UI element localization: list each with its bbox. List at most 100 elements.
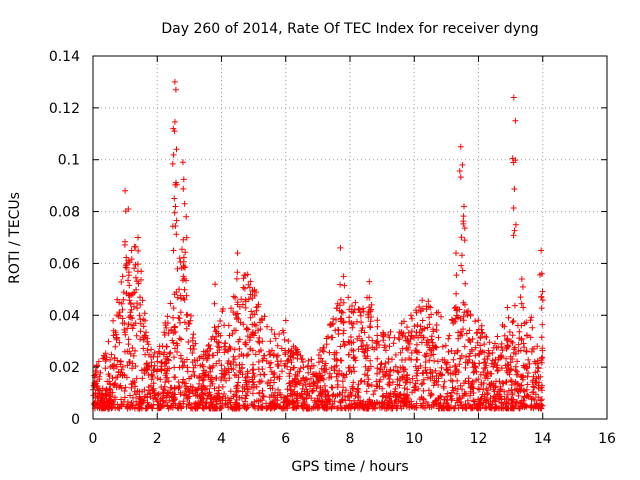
data-point	[428, 336, 435, 343]
data-point	[253, 397, 260, 404]
data-point	[144, 391, 151, 398]
data-point	[260, 355, 267, 362]
data-point	[399, 364, 406, 371]
data-point	[412, 386, 419, 393]
data-point	[499, 347, 506, 354]
data-point	[538, 396, 545, 403]
data-point	[129, 345, 136, 351]
data-point	[294, 390, 301, 397]
data-point	[459, 161, 466, 168]
data-point	[505, 362, 512, 369]
data-point	[395, 369, 402, 376]
data-point	[371, 404, 378, 411]
data-point	[153, 368, 160, 375]
data-point	[532, 369, 539, 376]
data-point	[300, 359, 306, 365]
data-point	[345, 294, 352, 301]
data-point	[112, 343, 119, 350]
data-point	[176, 384, 183, 391]
data-point	[357, 312, 364, 319]
y-tick-label: 0.08	[49, 205, 80, 221]
data-point	[212, 281, 219, 288]
data-point	[512, 363, 519, 370]
x-tick-label: 14	[534, 431, 552, 447]
data-point	[108, 351, 115, 358]
data-point	[418, 402, 425, 409]
data-point	[404, 386, 411, 393]
data-point	[121, 388, 128, 394]
data-point	[461, 380, 467, 387]
data-point	[382, 360, 389, 367]
data-point	[164, 313, 171, 320]
data-point	[226, 375, 233, 382]
data-point	[128, 291, 135, 298]
data-point	[173, 181, 180, 188]
data-point	[248, 400, 255, 407]
data-point	[481, 365, 488, 372]
data-point	[402, 379, 409, 386]
data-point	[476, 360, 483, 367]
data-point	[288, 359, 295, 366]
data-point	[221, 343, 228, 350]
data-point	[170, 151, 177, 158]
data-point	[501, 388, 508, 395]
data-point	[287, 386, 294, 393]
data-point	[413, 356, 420, 363]
data-point	[212, 403, 219, 410]
data-point	[154, 375, 161, 382]
data-point	[439, 404, 446, 411]
data-point	[510, 205, 517, 211]
data-point	[252, 405, 258, 412]
data-point	[485, 400, 492, 407]
data-point	[498, 353, 505, 360]
data-point	[462, 280, 469, 287]
data-point	[165, 389, 172, 396]
data-point	[511, 302, 518, 309]
data-point	[143, 360, 150, 367]
data-point	[517, 294, 524, 301]
data-point	[433, 372, 440, 379]
data-point	[374, 332, 381, 339]
data-point	[428, 390, 434, 397]
data-point	[267, 338, 274, 345]
data-point	[185, 394, 192, 401]
data-point	[512, 117, 519, 124]
data-point	[340, 299, 347, 306]
data-point	[305, 357, 312, 364]
data-point	[390, 340, 397, 347]
data-point	[394, 368, 401, 375]
data-point	[256, 390, 263, 397]
data-point	[470, 390, 477, 396]
data-point	[412, 347, 419, 354]
data-point	[139, 397, 146, 404]
data-point	[122, 238, 128, 245]
data-point	[315, 377, 322, 384]
data-point	[441, 378, 448, 385]
data-point	[139, 297, 146, 304]
data-point	[216, 347, 223, 353]
data-point	[274, 352, 281, 359]
data-point	[370, 391, 377, 398]
data-point	[409, 375, 416, 382]
data-point	[539, 288, 546, 295]
data-point	[391, 388, 398, 395]
data-point	[232, 294, 239, 301]
data-point	[490, 363, 497, 370]
data-point	[430, 328, 437, 335]
data-point	[371, 346, 378, 353]
data-point	[298, 356, 305, 363]
data-point	[253, 304, 260, 311]
data-point	[535, 365, 542, 372]
data-point	[366, 278, 373, 285]
data-point	[183, 277, 189, 284]
data-point	[238, 351, 245, 358]
data-point	[252, 330, 259, 336]
data-point	[352, 393, 359, 400]
data-point	[304, 376, 311, 383]
data-point	[157, 376, 164, 383]
data-point	[374, 323, 381, 330]
data-point	[518, 373, 525, 380]
data-point	[355, 381, 362, 388]
data-point	[392, 385, 399, 392]
data-point	[315, 359, 322, 366]
